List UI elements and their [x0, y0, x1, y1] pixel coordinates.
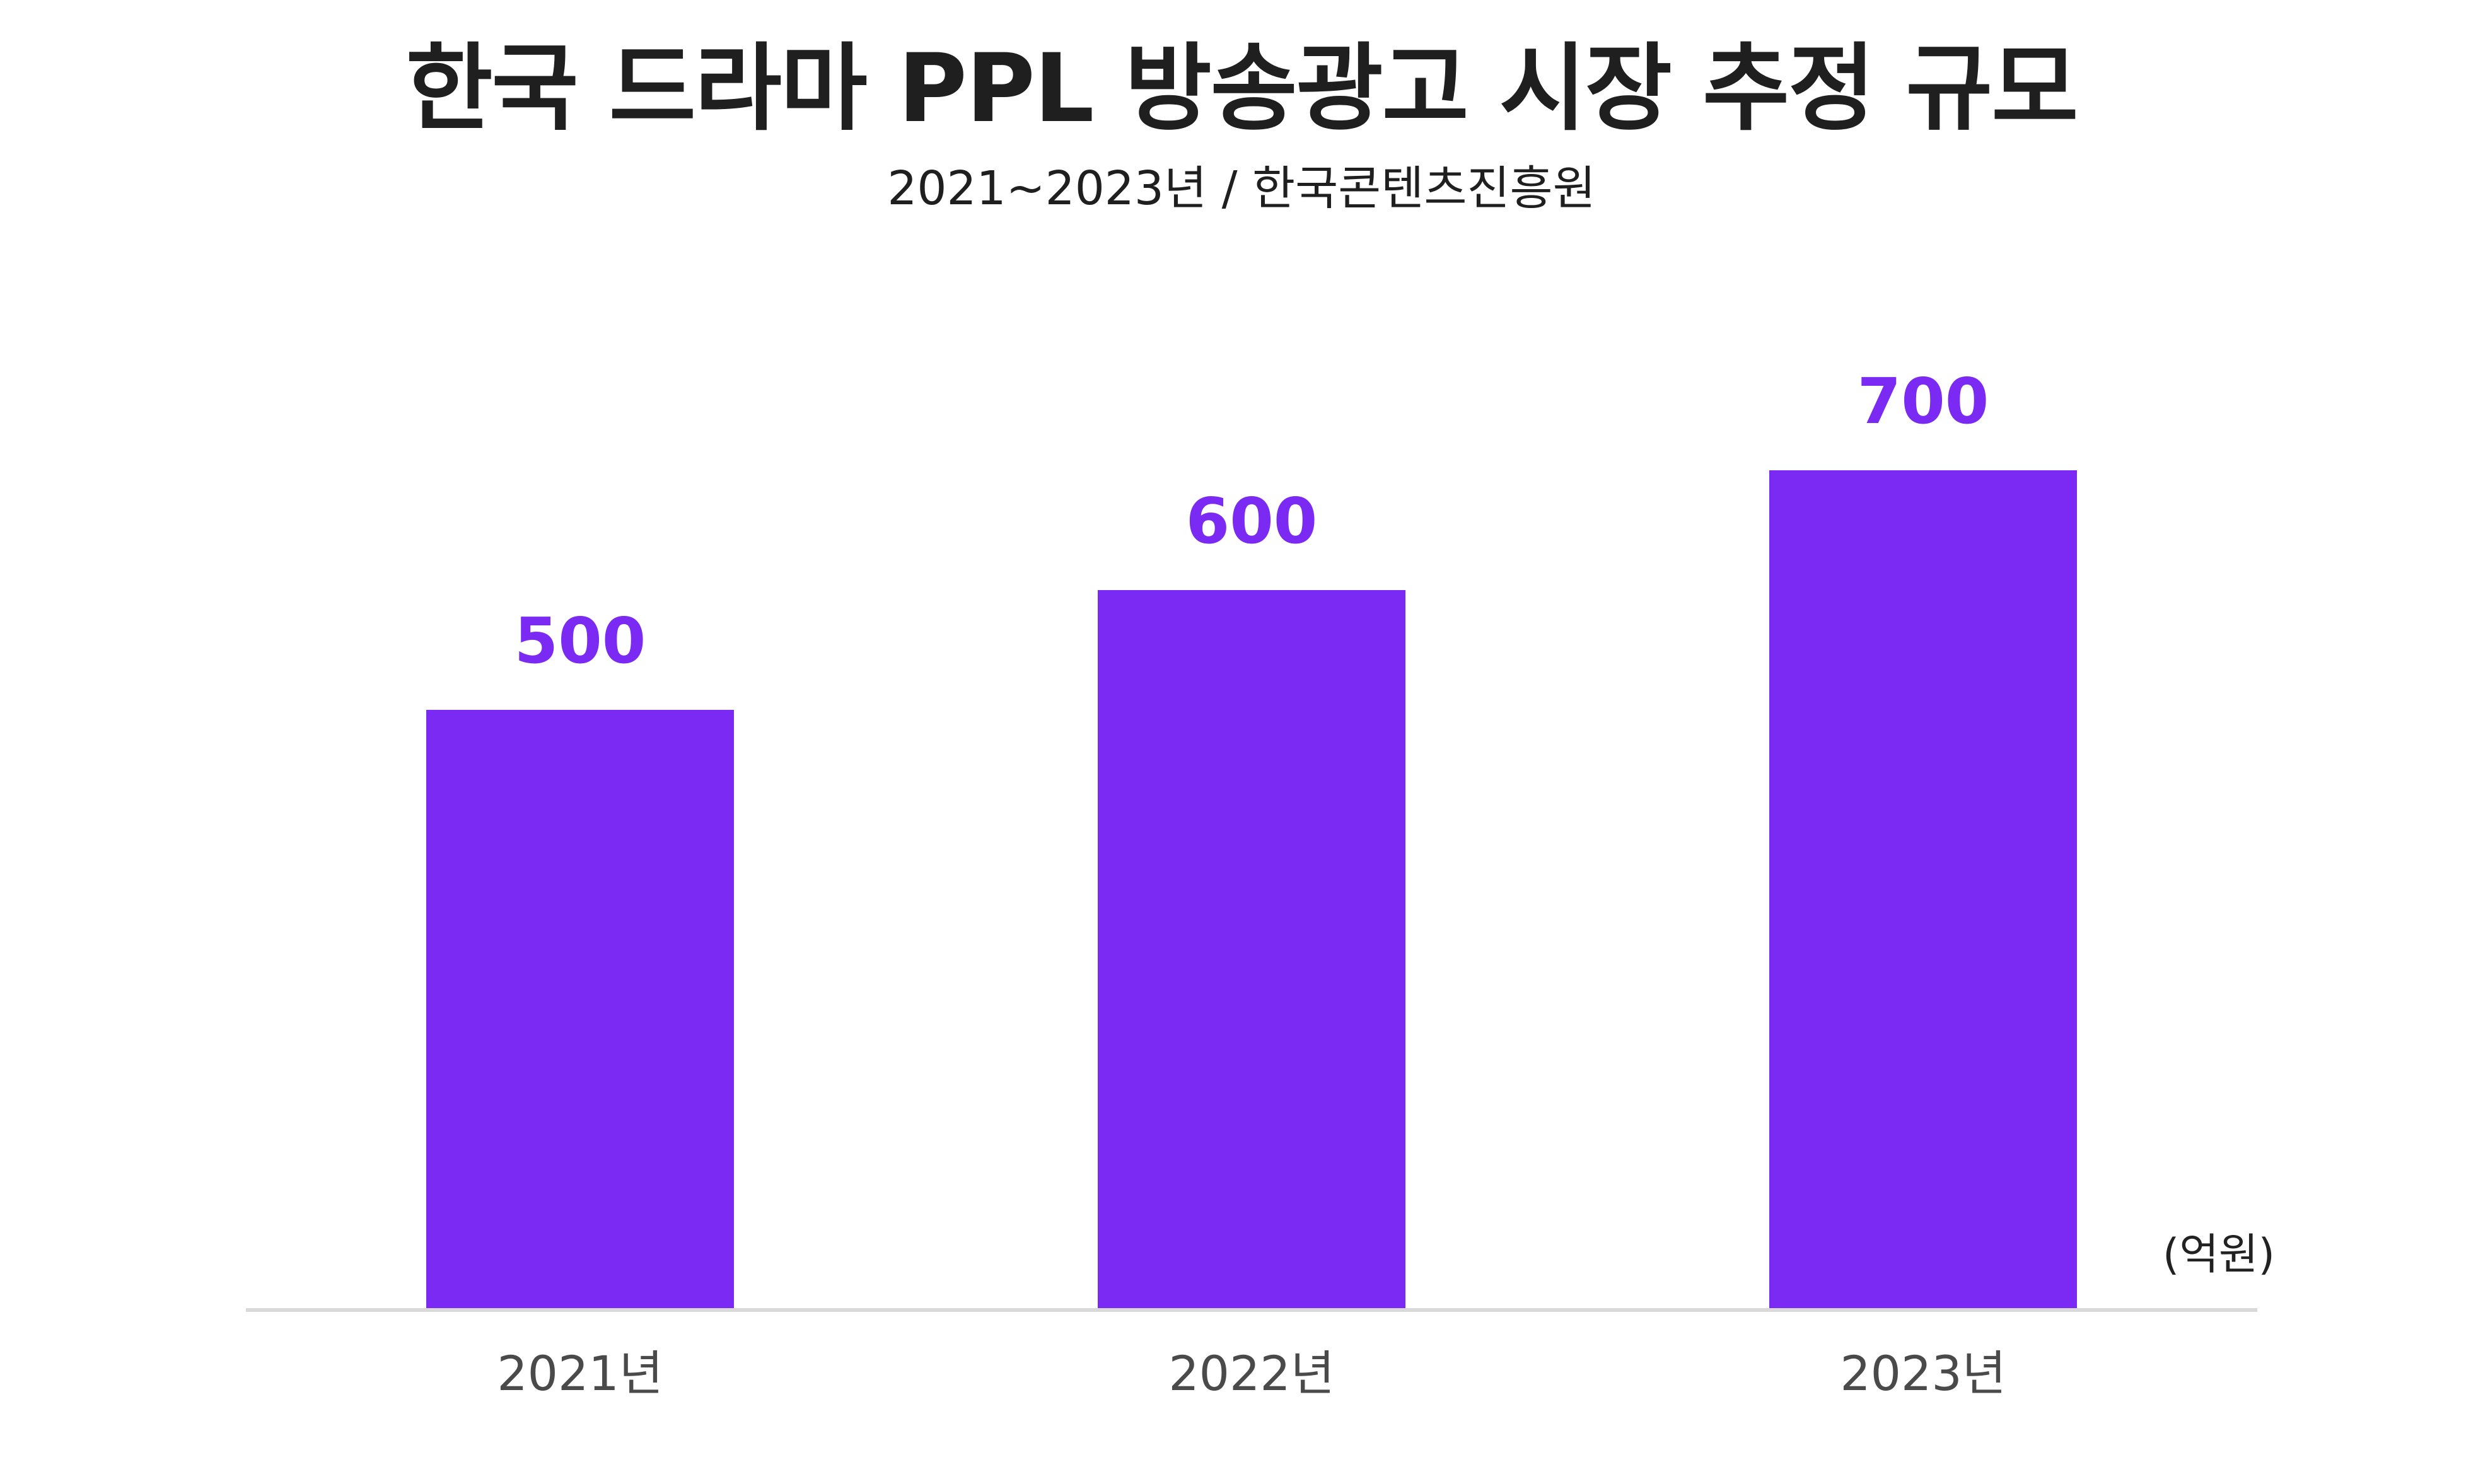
value-labels-layer: 500 600 700	[515, 364, 1989, 678]
value-label-3: 700	[1858, 364, 1989, 438]
chart-title: 한국 드라마 PPL 방송광고 시장 추정 규모	[405, 34, 2079, 144]
bar-3	[1769, 470, 2077, 1309]
tick-labels-layer: 2021년 2022년 2023년	[497, 1345, 2006, 1401]
bars-layer	[426, 470, 2077, 1309]
bar-1	[426, 710, 734, 1309]
value-label-1: 500	[515, 604, 646, 678]
x-tick-label-1: 2021년	[497, 1345, 663, 1401]
x-tick-label-2: 2022년	[1168, 1345, 1334, 1401]
unit-label: (억원)	[2162, 1230, 2275, 1280]
value-label-2: 600	[1186, 484, 1318, 558]
bar-2	[1098, 590, 1405, 1309]
x-tick-label-3: 2023년	[1840, 1345, 2006, 1401]
chart-subtitle: 2021~2023년 / 한국콘텐츠진흥원	[887, 161, 1596, 216]
